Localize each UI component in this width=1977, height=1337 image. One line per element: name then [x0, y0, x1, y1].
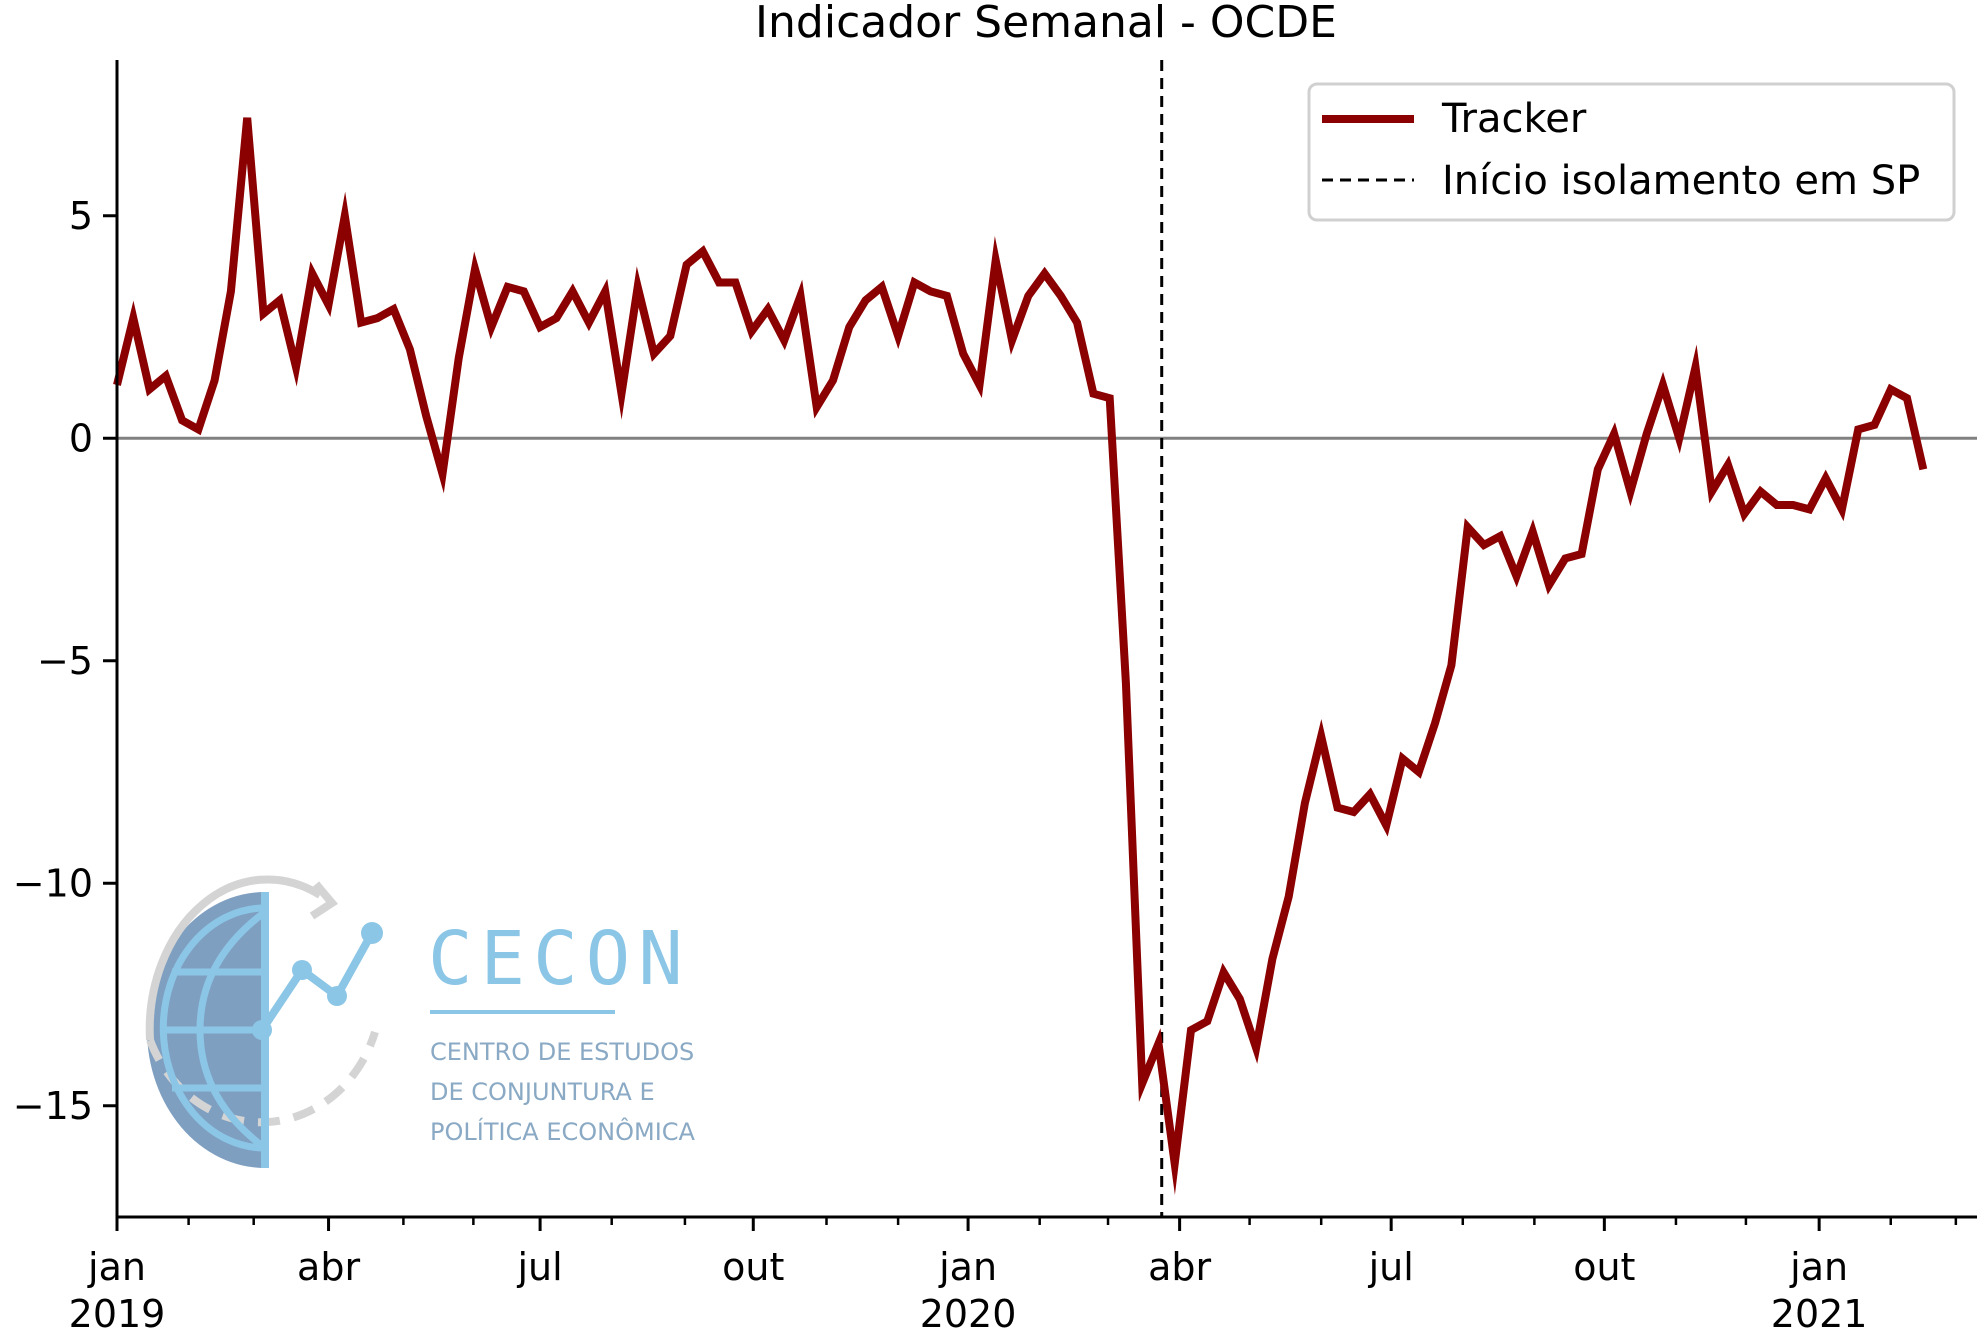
logo-arrow-head — [309, 881, 338, 920]
y-tick-label: −15 — [13, 1084, 93, 1128]
chart-title: Indicador Semanal - OCDE — [755, 0, 1337, 48]
tracker-series-line — [113, 117, 1928, 1195]
logo-trend-line — [258, 931, 376, 1033]
y-tick-label: 0 — [69, 416, 93, 460]
plot-content — [113, 0, 1977, 1217]
logo-title: CECON — [428, 916, 691, 1002]
logo-globe-lines — [159, 904, 268, 1152]
x-tick-label-year: 2019 — [69, 1292, 166, 1336]
legend: Tracker Início isolamento em SP — [1307, 82, 1956, 222]
legend-tracker-label: Tracker — [1441, 96, 1587, 142]
x-tick-label-year: 2021 — [1771, 1292, 1868, 1336]
x-tick-label-month: abr — [1148, 1245, 1211, 1289]
x-tick-label-month: out — [1573, 1245, 1635, 1289]
logo-trend-dot — [327, 986, 347, 1006]
axes — [115, 60, 1977, 1219]
x-tick-label-month: jan — [1789, 1245, 1848, 1289]
logo-trend-dot — [292, 960, 312, 980]
x-tick-label-month: jul — [1368, 1245, 1414, 1289]
x-tick-label-month: abr — [297, 1245, 360, 1289]
logo-arc-top — [145, 875, 323, 1041]
logo-trend-dot — [361, 922, 383, 944]
x-tick-label-month: jul — [516, 1245, 562, 1289]
y-tick-label: 5 — [69, 194, 93, 238]
legend-isolation-label: Início isolamento em SP — [1442, 158, 1920, 204]
logo-subtitle-line: POLÍTICA ECONÔMICA — [430, 1116, 696, 1146]
legend-box — [1307, 82, 1956, 222]
cecon-logo: CECON CENTRO DE ESTUDOS DE CONJUNTURA E … — [145, 875, 696, 1168]
x-tick-label-month: out — [722, 1245, 784, 1289]
x-tick-label-month: jan — [938, 1245, 997, 1289]
y-tick-label: −5 — [37, 639, 93, 683]
x-tick-label-month: jan — [87, 1245, 146, 1289]
logo-subtitle-line: DE CONJUNTURA E — [430, 1078, 655, 1106]
logo-subtitle-line: CENTRO DE ESTUDOS — [430, 1038, 694, 1066]
y-tick-label: −10 — [13, 861, 93, 905]
logo-trend-dot — [252, 1020, 272, 1040]
x-tick-label-year: 2020 — [920, 1292, 1017, 1336]
